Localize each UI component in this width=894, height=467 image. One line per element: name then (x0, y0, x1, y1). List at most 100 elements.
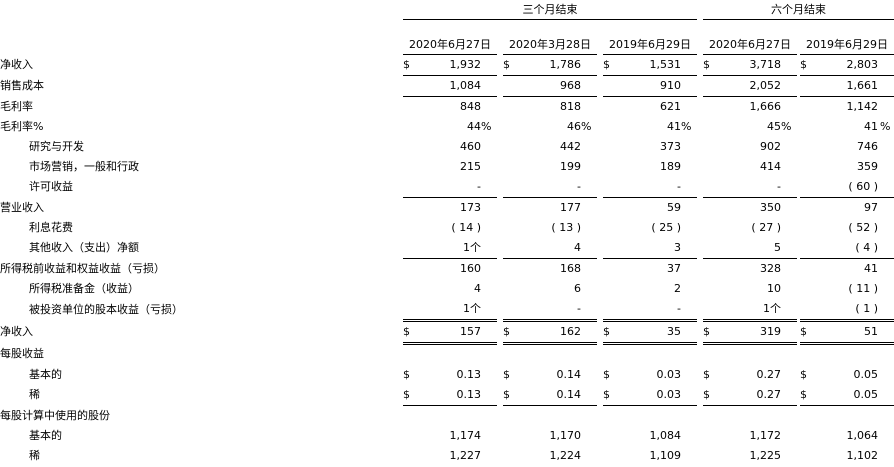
percent-sign (781, 385, 797, 406)
currency-symbol (503, 279, 517, 299)
cell-value: 4 (574, 241, 581, 254)
percent-sign (481, 299, 497, 321)
percent-sign (581, 55, 597, 76)
currency-symbol (503, 446, 517, 466)
cell-value: 1,531 (649, 58, 682, 71)
currency-symbol (403, 157, 417, 177)
cell-value: 0.27 (756, 388, 782, 401)
cell-value (717, 405, 781, 426)
cell-value: - (777, 180, 781, 193)
currency-symbol: $ (703, 368, 710, 381)
table-row: 毛利率 848 818 621 1,666 1,142 (0, 96, 894, 117)
cell-value: - (677, 180, 681, 193)
cell-value: 189 (660, 160, 681, 173)
percent-sign (681, 197, 697, 218)
table-row: 所得税前收益和权益收益（亏损） 160 168 37 328 41 (0, 258, 894, 279)
currency-symbol (800, 426, 814, 446)
cell-value: 177 (517, 197, 581, 218)
currency-symbol (800, 117, 814, 137)
currency-symbol (703, 342, 717, 365)
percent-sign (481, 75, 497, 97)
cell-value: 41 (814, 258, 878, 279)
cell-value: 1个 (463, 241, 481, 254)
cell-value: 41 (864, 120, 878, 133)
cell-value: 2,052 (717, 75, 781, 97)
row-label: 净收入 (0, 325, 33, 338)
currency-symbol (800, 218, 814, 238)
row-label: 许可收益 (29, 180, 73, 194)
cell-value (617, 342, 681, 365)
percent-sign (481, 218, 497, 238)
currency-symbol (603, 299, 617, 321)
currency-symbol (503, 137, 517, 157)
currency-symbol (403, 446, 417, 466)
percent-sign (681, 137, 697, 157)
percent-sign (781, 238, 797, 259)
currency-symbol: $ (703, 388, 710, 401)
currency-symbol (800, 197, 814, 218)
currency-symbol (703, 218, 717, 238)
cell-value (814, 405, 878, 426)
currency-symbol (703, 279, 717, 299)
percent-sign (878, 342, 894, 365)
currency-symbol (703, 137, 717, 157)
cell-value: 359 (857, 160, 878, 173)
cell-value: 97 (814, 197, 878, 218)
currency-symbol: $ (703, 58, 710, 71)
row-label: 市场营销，一般和行政 (29, 160, 139, 173)
currency-symbol (503, 238, 517, 259)
table-row: 许可收益 - - - - ( 60 ) (0, 177, 894, 198)
cell-value: 1,661 (814, 75, 878, 97)
cell-value: 621 (617, 96, 681, 117)
currency-symbol (403, 218, 417, 238)
currency-symbol (403, 342, 417, 365)
percent-sign (878, 299, 894, 321)
percent-sign (681, 446, 697, 466)
cell-value: 0.14 (556, 368, 582, 381)
percent-sign (481, 258, 497, 279)
currency-symbol (800, 75, 814, 97)
cell-value: 1个 (463, 302, 481, 315)
table-row: 基本的 1,174 1,170 1,084 1,172 1,064 (0, 426, 894, 446)
currency-symbol (800, 405, 814, 426)
cell-value: ( 4 ) (855, 241, 878, 254)
cell-value: 0.03 (656, 388, 682, 401)
percent-sign (581, 299, 597, 321)
row-label: 基本的 (29, 368, 62, 381)
currency-symbol: $ (603, 368, 610, 381)
currency-symbol (603, 405, 617, 426)
currency-symbol (603, 279, 617, 299)
cell-value (417, 405, 481, 426)
percent-sign (781, 279, 797, 299)
percent-sign (781, 75, 797, 97)
percent-sign (581, 197, 597, 218)
cell-value: ( 11 ) (848, 282, 878, 295)
percent-sign (481, 238, 497, 259)
cell-value: 215 (460, 160, 481, 173)
percent-sign (878, 446, 894, 466)
currency-symbol (800, 342, 814, 365)
percent-sign (581, 365, 597, 385)
cell-value: 0.05 (853, 368, 879, 381)
percent-sign: % (581, 120, 592, 133)
percent-sign (581, 342, 597, 365)
percent-sign (781, 258, 797, 279)
percent-sign (581, 319, 597, 344)
row-label: 每股计算中使用的股份 (0, 408, 110, 422)
column-header: 2019年6月29日 (800, 37, 894, 55)
cell-value: 160 (417, 258, 481, 279)
cell-value: 5 (774, 241, 781, 254)
percent-sign (781, 342, 797, 365)
percent-sign (781, 365, 797, 385)
currency-symbol (800, 446, 814, 466)
currency-symbol (403, 238, 417, 259)
currency-symbol (603, 117, 617, 137)
percent-sign (681, 319, 697, 344)
percent-sign (581, 279, 597, 299)
currency-symbol (403, 137, 417, 157)
row-label: 毛利率 (0, 99, 33, 113)
currency-symbol (703, 299, 717, 321)
percent-sign (481, 426, 497, 446)
cell-value: 10 (767, 282, 781, 295)
cell-value: 41 (667, 120, 681, 133)
